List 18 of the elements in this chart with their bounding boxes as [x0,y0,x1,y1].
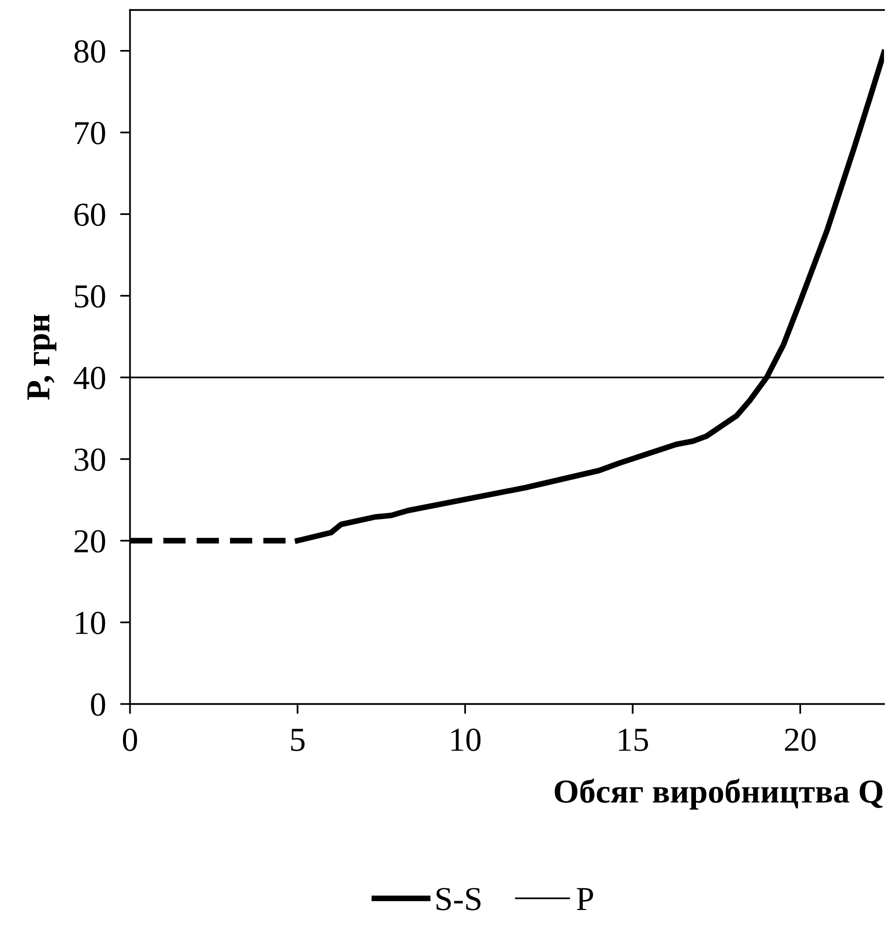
y-tick-label: 70 [75,122,106,144]
y-tick-label: 40 [74,366,106,390]
y-tick-label: 0 [90,693,106,716]
x-tick-label: 0 [122,728,138,752]
y-tick-label: 10 [76,612,106,634]
y-tick-label: 60 [74,204,106,226]
y-tick-label: 80 [74,40,106,63]
x-tick-label: 5 [291,728,305,752]
x-tick-label: 20 [785,728,816,752]
legend-label: P [576,888,594,910]
y-tick-label: 50 [74,285,106,308]
x-tick-label: 10 [451,728,481,752]
y-tick-label: 30 [74,448,106,471]
y-tick-label: 20 [74,530,106,553]
legend-label: S-S [436,888,480,910]
x-axis-title: Обсяг виробництва Q [554,778,883,810]
x-tick-label: 15 [618,728,648,752]
y-axis-title: P, грн [27,314,56,400]
